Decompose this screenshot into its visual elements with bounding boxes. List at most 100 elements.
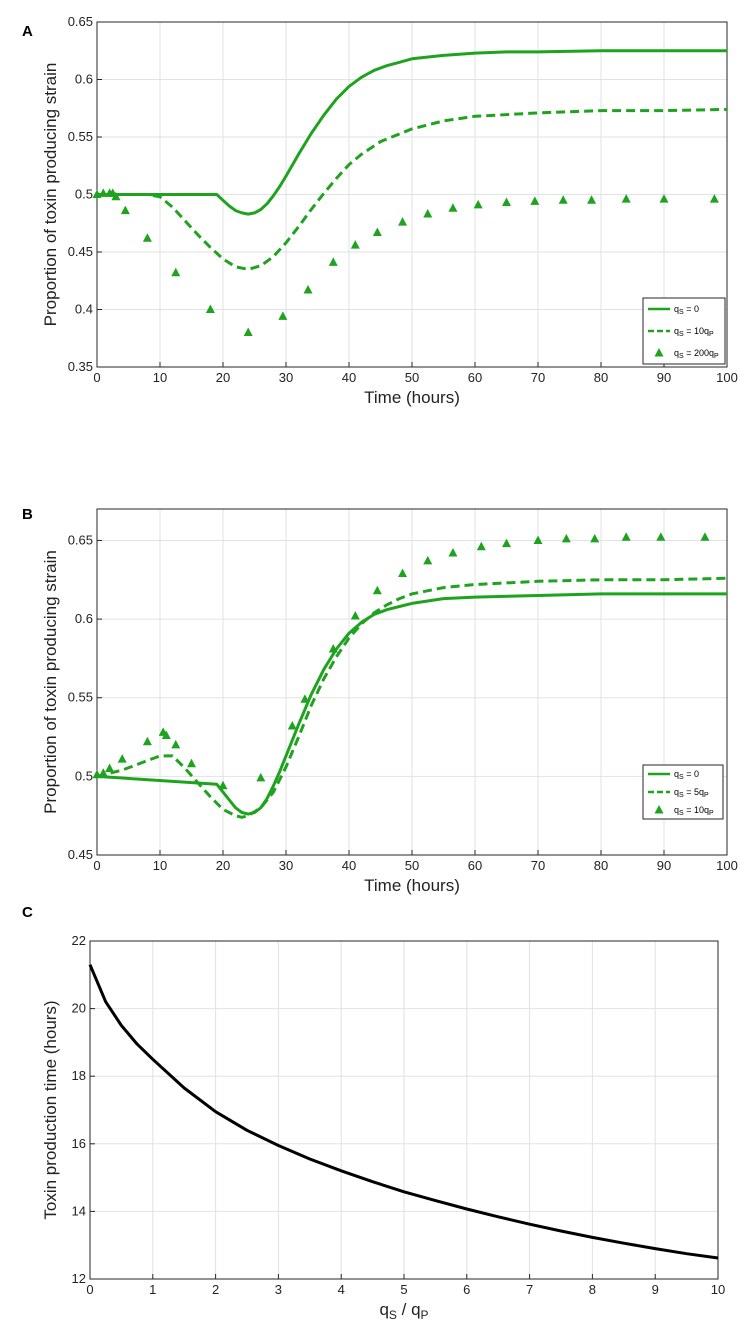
series-line <box>97 49 727 216</box>
y-tick-label: 22 <box>72 933 86 948</box>
legend-marker <box>654 348 664 357</box>
x-tick-label: 40 <box>342 858 356 873</box>
data-point <box>372 227 382 236</box>
x-axis-label: Time (hours) <box>364 876 460 895</box>
x-tick-label: 4 <box>338 1282 345 1297</box>
y-tick-label: 0.6 <box>75 611 93 626</box>
x-tick-label: 30 <box>279 858 293 873</box>
data-point <box>92 769 102 779</box>
series-2 <box>96 576 728 819</box>
x-tick-label: 0 <box>86 1282 93 1297</box>
legend-label: qS = 200qP <box>674 348 719 360</box>
data-point <box>98 188 108 197</box>
data-point <box>502 197 511 207</box>
x-axis-label: Time (hours) <box>364 388 460 407</box>
legend-label-part: q <box>674 769 679 779</box>
data-point <box>448 203 458 212</box>
data-point <box>142 736 152 746</box>
data-point <box>709 194 719 203</box>
y-axis-label: Proportion of toxin producing strain <box>41 63 60 327</box>
x-tick-label: 3 <box>275 1282 282 1297</box>
x-tick-label: 60 <box>468 858 482 873</box>
x-tick-label: 0 <box>93 370 100 385</box>
data-point <box>187 758 196 768</box>
y-tick-label: 20 <box>72 1001 86 1016</box>
x-tick-label: 80 <box>594 858 608 873</box>
y-tick-label: 0.55 <box>68 129 93 144</box>
legend-label-sub: S <box>679 353 684 360</box>
series-3 <box>92 188 719 336</box>
legend-label-sub: S <box>679 792 684 799</box>
data-point <box>473 199 483 209</box>
y-tick-label: 0.35 <box>68 359 93 374</box>
data-point <box>398 217 408 226</box>
legend-label-part: = 10q <box>684 805 709 815</box>
x-tick-label: 6 <box>463 1282 470 1297</box>
y-axis-label: Toxin production time (hours) <box>41 1000 60 1219</box>
x-tick-label: 10 <box>711 1282 725 1297</box>
x-tick-label: 10 <box>153 370 167 385</box>
x-tick-label: 10 <box>153 858 167 873</box>
data-point <box>621 532 631 541</box>
x-axis-label-sub: P <box>421 1308 429 1322</box>
x-tick-label: 60 <box>468 370 482 385</box>
x-tick-label: 90 <box>657 370 671 385</box>
x-tick-label: 90 <box>657 858 671 873</box>
y-axis-label: Proportion of toxin producing strain <box>41 550 60 814</box>
legend-label-sub: S <box>679 774 684 781</box>
y-tick-label: 0.65 <box>68 532 93 547</box>
legend-label: qS = 10qP <box>674 805 714 817</box>
y-tick-label: 0.65 <box>68 14 93 29</box>
data-point <box>350 240 360 249</box>
data-point <box>328 257 338 266</box>
x-tick-label: 20 <box>216 858 230 873</box>
data-point <box>142 233 152 242</box>
x-tick-label: 50 <box>405 858 419 873</box>
data-point <box>171 739 181 749</box>
y-tick-label: 0.5 <box>75 187 93 202</box>
x-tick-label: 100 <box>716 858 738 873</box>
data-point <box>300 694 310 703</box>
data-point <box>590 533 600 543</box>
x-tick-label: 9 <box>652 1282 659 1297</box>
data-point <box>256 772 266 782</box>
data-point <box>558 195 568 204</box>
data-point <box>218 780 228 790</box>
legend-label-part: q <box>674 805 679 815</box>
data-point <box>656 532 666 541</box>
y-tick-label: 0.6 <box>75 72 93 87</box>
legend-label: qS = 5qP <box>674 787 709 799</box>
x-tick-label: 8 <box>589 1282 596 1297</box>
x-tick-label: 5 <box>400 1282 407 1297</box>
x-tick-label: 80 <box>594 370 608 385</box>
x-axis-label-part: / q <box>397 1300 421 1319</box>
legend-marker <box>654 805 664 814</box>
legend-label-part: = 5q <box>684 787 704 797</box>
series-1 <box>96 592 727 816</box>
series-line <box>97 107 728 271</box>
x-tick-label: 1 <box>149 1282 156 1297</box>
data-point <box>350 610 360 620</box>
x-tick-label: 7 <box>526 1282 533 1297</box>
x-tick-label: 0 <box>93 858 100 873</box>
panel-b: B 0 10 20 30 40 50 60 70 80 90 100 0.45 0.5 0.55 0.6 0.6… <box>22 506 738 895</box>
data-point <box>476 541 486 551</box>
x-axis-label-part: q <box>379 1300 388 1319</box>
y-tick-label: 0.55 <box>68 690 93 705</box>
x-tick-label: 70 <box>531 858 545 873</box>
series-1 <box>88 964 719 1260</box>
data-point <box>120 205 130 215</box>
data-point <box>278 311 288 320</box>
data-point <box>111 191 121 201</box>
data-point <box>502 538 511 548</box>
data-point <box>621 194 631 203</box>
data-point <box>328 643 338 653</box>
data-point <box>561 533 571 543</box>
data-point <box>587 195 597 204</box>
data-point <box>98 768 108 777</box>
legend-label-part: q <box>674 326 679 336</box>
legend-label-part: = 200q <box>684 348 714 358</box>
data-point <box>303 284 313 294</box>
